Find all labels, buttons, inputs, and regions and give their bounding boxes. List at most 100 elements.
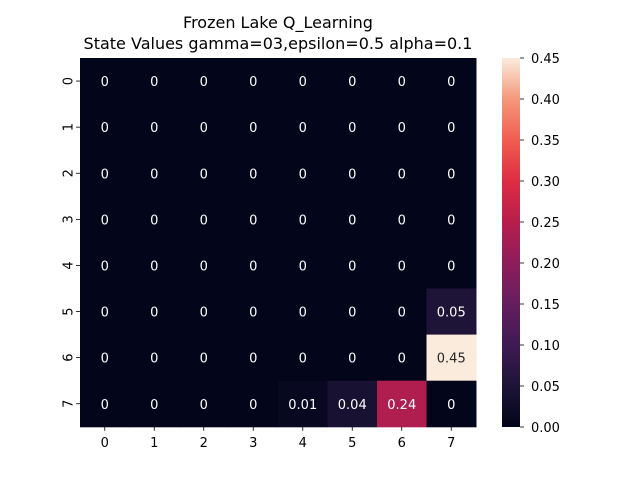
heatmap-cell [80, 334, 130, 382]
heatmap-cell [327, 242, 378, 289]
y-tick-label: 6 [62, 354, 77, 362]
colorbar-tick-label: 0.25 [531, 216, 560, 231]
colorbar-tick-label: 0.10 [531, 339, 560, 354]
heatmap-cell [327, 380, 378, 428]
colorbar-axis: 0.00 0.05 0.10 0.15 0.20 0.25 0.30 0.35 0.40 0.45 [520, 52, 560, 436]
x-tick-label: 5 [348, 436, 356, 451]
cell-value-label: 0 [200, 352, 208, 367]
heatmap-cell [179, 380, 229, 428]
cell-value-label: 0 [200, 75, 208, 90]
cell-value-label: 0 [200, 259, 208, 274]
heatmap-cell [228, 58, 279, 105]
heatmap-cell [179, 242, 229, 289]
heatmap-cell [179, 58, 229, 105]
x-tick-label: 1 [150, 436, 158, 451]
heatmap-cell [179, 288, 229, 336]
heatmap-cell [179, 334, 229, 382]
cell-value-label: 0 [150, 213, 158, 228]
heatmap-cell [278, 104, 328, 151]
heatmap-cells [80, 58, 477, 428]
x-tick-label: 3 [249, 436, 257, 451]
cell-value-label: 0 [150, 167, 158, 182]
cell-value-label: 0 [447, 213, 455, 228]
heatmap-cell [228, 334, 279, 382]
cell-value-label: 0 [101, 398, 109, 413]
cell-value-label: 0 [150, 259, 158, 274]
heatmap-cell [278, 288, 328, 336]
heatmap-cell [377, 334, 427, 382]
x-tick-label: 0 [101, 436, 109, 451]
heatmap-cell [80, 242, 130, 289]
heatmap-cell [377, 58, 427, 105]
heatmap-cell [278, 380, 328, 428]
cell-value-label: 0 [150, 306, 158, 321]
heatmap-cell [129, 104, 180, 151]
cell-value-label: 0 [249, 167, 257, 182]
cell-value-label: 0 [150, 398, 158, 413]
cell-value-label: 0 [101, 213, 109, 228]
x-tick-label: 2 [200, 436, 208, 451]
cell-value-label: 0 [150, 75, 158, 90]
heatmap-cell [327, 288, 378, 336]
cell-value-label: 0 [200, 306, 208, 321]
cell-value-label: 0 [249, 213, 257, 228]
cell-value-label: 0 [299, 213, 307, 228]
heatmap-cell [278, 150, 328, 197]
cell-value-label: 0 [348, 75, 356, 90]
cell-value-label: 0 [101, 121, 109, 136]
heatmap-cell [278, 58, 328, 105]
heatmap-cell [228, 196, 279, 243]
heatmap-cell [327, 58, 378, 105]
colorbar-tick-label: 0.35 [531, 134, 560, 149]
cell-value-label: 0 [249, 398, 257, 413]
heatmap-cell [80, 196, 130, 243]
cell-value-label: 0 [447, 75, 455, 90]
y-tick-label: 0 [62, 77, 77, 85]
cell-value-label: 0 [101, 259, 109, 274]
cell-value-label: 0 [348, 259, 356, 274]
heatmap-cell [228, 104, 279, 151]
colorbar-tick-label: 0.05 [531, 380, 560, 395]
heatmap-cell [377, 380, 427, 428]
x-tick-label: 4 [299, 436, 307, 451]
cell-value-label: 0 [249, 352, 257, 367]
heatmap-cell [327, 150, 378, 197]
cell-value-label: 0 [200, 213, 208, 228]
y-tick-label: 7 [62, 400, 77, 408]
heatmap-cell [426, 104, 477, 151]
cell-value-label: 0 [398, 306, 406, 321]
heatmap-cell [426, 196, 477, 243]
cell-value-label: 0 [398, 213, 406, 228]
x-tick-label: 6 [398, 436, 406, 451]
heatmap-cell [129, 196, 180, 243]
cell-value-label: 0 [150, 352, 158, 367]
chart-title: Frozen Lake Q_Learning [183, 13, 373, 33]
heatmap-cell [426, 150, 477, 197]
cell-value-label: 0 [101, 306, 109, 321]
cell-value-label: 0 [249, 259, 257, 274]
cell-value-label: 0 [447, 121, 455, 136]
heatmap-cell [80, 150, 130, 197]
cell-value-label: 0 [348, 306, 356, 321]
x-axis: 0 1 2 3 4 5 6 7 [101, 426, 455, 451]
cell-value-label: 0.45 [437, 352, 466, 367]
cell-value-label: 0 [299, 259, 307, 274]
cell-value-label: 0.24 [387, 398, 416, 413]
colorbar-tick-label: 0.15 [531, 298, 560, 313]
heatmap-cell [228, 288, 279, 336]
heatmap-cell [228, 380, 279, 428]
chart-subtitle: State Values gamma=03,epsilon=0.5 alpha=… [84, 34, 473, 53]
cell-value-label: 0 [200, 121, 208, 136]
heatmap-cell [426, 58, 477, 105]
colorbar-tick-label: 0.00 [531, 421, 560, 436]
cell-value-label: 0 [348, 167, 356, 182]
heatmap-cell [80, 288, 130, 336]
cell-value-label: 0 [447, 259, 455, 274]
y-tick-label: 2 [62, 169, 77, 177]
cell-value-label: 0 [200, 398, 208, 413]
cell-value-label: 0 [249, 306, 257, 321]
cell-value-label: 0.04 [338, 398, 367, 413]
cell-value-label: 0 [348, 121, 356, 136]
y-axis: 0 1 2 3 4 5 6 7 [62, 77, 80, 408]
heatmap-cell [327, 334, 378, 382]
